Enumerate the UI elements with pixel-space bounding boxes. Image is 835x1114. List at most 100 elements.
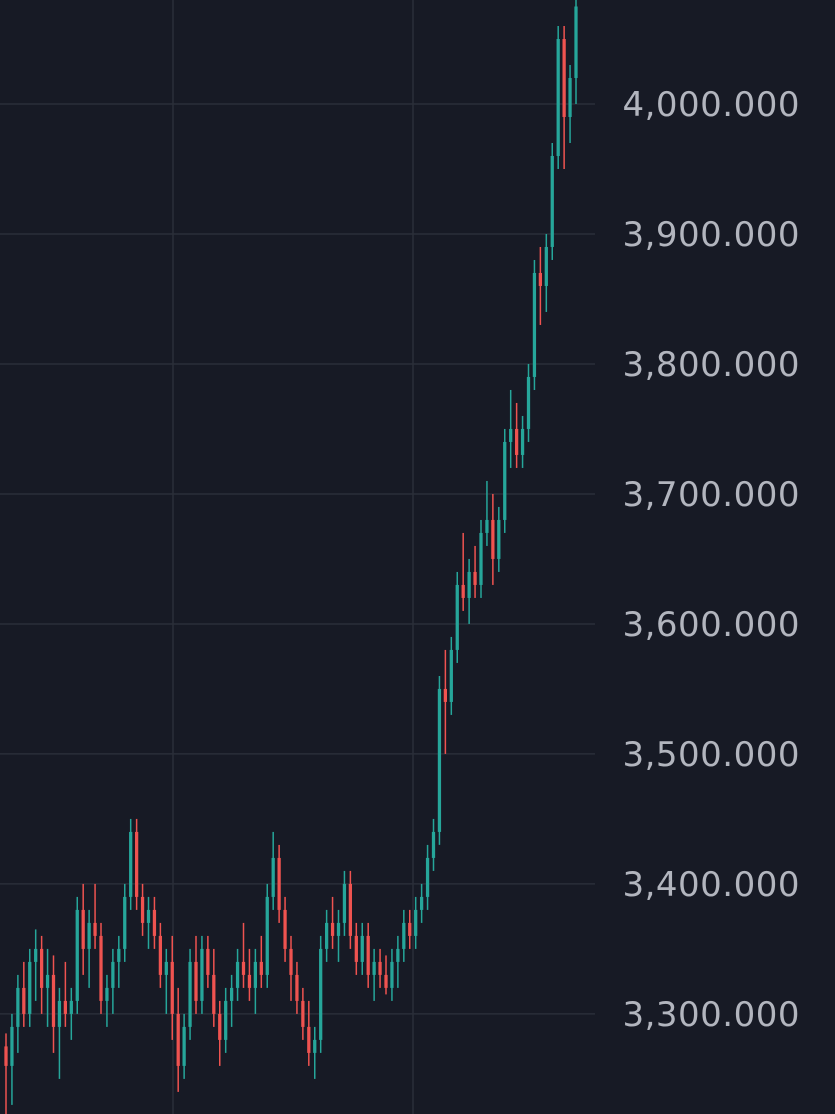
candle [241,922,246,988]
candle-body [4,1046,8,1066]
candle-body [182,1026,186,1066]
candle [194,935,198,1014]
candle [253,948,258,1014]
candle-body [39,948,44,988]
candle-body [188,961,192,1027]
candle [342,870,347,936]
candle [437,675,442,845]
candle [562,25,566,169]
candle-body [22,987,26,1014]
candle [479,519,483,598]
candle [485,480,489,546]
price-axis[interactable]: 4,000.000 3,900.000 3,800.000 3,700.000 3,60… [622,85,800,1035]
candle-body [283,909,287,949]
candle-body [63,1000,68,1014]
candle-body [431,831,436,858]
candle-body [253,961,258,988]
candle [366,922,370,988]
candle-body [313,1039,317,1053]
candle [10,1013,14,1105]
candle-body [69,1000,73,1014]
candle-body [99,935,103,1001]
candle-body [224,1000,228,1040]
candle-body [568,77,572,117]
candle-body [538,272,543,286]
candle-body [81,909,85,949]
candle [111,948,115,1014]
candle [402,909,406,962]
candle [34,929,38,1001]
candle [224,987,228,1053]
candle-body [105,987,109,1001]
candle [81,883,85,975]
candle-body [176,1013,180,1066]
candle [93,883,97,949]
candle-body [473,571,477,585]
candle-body [330,922,335,936]
candle [550,142,554,260]
candle [467,558,471,624]
candle [354,922,358,975]
candle [16,974,20,1053]
candle [4,1033,8,1114]
candle [140,883,145,936]
candle-body [235,961,240,988]
candle [384,955,388,995]
candle [473,545,477,598]
candle-body [16,987,20,1027]
candle [336,909,341,962]
candle-body [28,961,32,1014]
candle [117,935,121,988]
candle-body [289,948,293,975]
candle-body [206,948,210,975]
candle [69,987,73,1040]
candle-body [449,649,453,702]
candle [461,532,465,611]
candle [390,948,394,1001]
candle-body [455,584,459,650]
candle-body [194,961,198,1001]
candle [57,987,62,1079]
candle-body [437,688,442,832]
price-tick-label: 3,700.000 [622,475,800,515]
candle [556,25,560,169]
candle-body [366,935,370,975]
candle [99,922,103,1014]
candle-body [170,961,174,1014]
candle [509,389,513,468]
candle [425,844,430,910]
candle-body [526,376,531,429]
candle-body [117,948,121,962]
candle-body [419,896,424,910]
candle-body [414,909,418,936]
candle-body [241,961,246,975]
candle [22,961,26,1027]
candle [229,974,234,1027]
candle-body [129,831,133,897]
candle [39,935,44,1014]
candle [87,909,91,988]
candle-body [319,948,323,1040]
candle-body [87,922,91,949]
candle-body [408,922,412,936]
price-tick-label: 3,600.000 [622,605,800,645]
candle-body [461,584,465,598]
candle-body [497,519,501,559]
candle-body [390,961,394,988]
candle-body [503,441,507,520]
candle [271,831,275,910]
candle [152,896,157,949]
candle-body [158,935,163,975]
candle-body [550,155,554,247]
candle-body [301,1000,305,1027]
price-tick-label: 3,400.000 [622,865,800,905]
candle-body [485,519,489,533]
candle [289,935,293,1001]
candle-body [556,38,560,156]
candle-body [372,961,376,975]
candle [514,402,519,468]
candle-body [384,974,388,988]
candle [28,948,32,1027]
